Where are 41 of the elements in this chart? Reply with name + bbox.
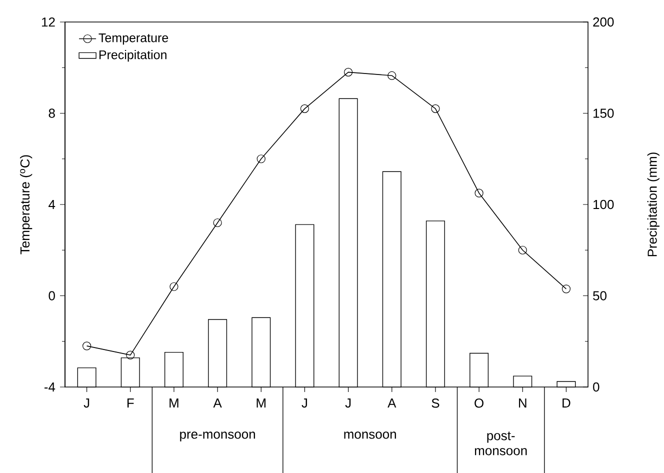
text: pre-monsoon [180, 432, 255, 442]
point [562, 284, 571, 294]
point [474, 188, 484, 198]
x-tick-label: J [345, 398, 351, 408]
x-tick-label: D [562, 398, 570, 408]
legend-label: Temperature [98, 33, 168, 45]
point [170, 282, 178, 291]
x-tick-label: A [213, 398, 222, 408]
x-tick-label: S [432, 398, 440, 408]
x-tick-label: M [256, 398, 266, 408]
y-tick-label: 0 [48, 291, 55, 300]
point [82, 342, 92, 350]
x-tick-label: J [302, 398, 307, 408]
y-tick-label: 4 [48, 200, 56, 209]
text: monsoon [344, 432, 396, 439]
y-tick-label: 12 [42, 17, 55, 27]
point [344, 68, 353, 76]
y2-tick-label: 0 [593, 382, 600, 392]
y2-tick-label: 150 [594, 108, 614, 118]
point [256, 154, 266, 164]
point [388, 71, 396, 80]
x-tick-label: M [170, 398, 178, 408]
x-tick-label: N [518, 398, 526, 408]
y2-tick-label: 200 [593, 17, 614, 27]
legend-label: Precipitation [99, 50, 166, 62]
point [518, 246, 527, 254]
y-tick-label: -4 [44, 382, 56, 392]
point [300, 104, 310, 113]
point [431, 104, 440, 113]
point [213, 218, 222, 228]
y2-axis-title: Precipitation (mm) [647, 152, 660, 256]
x-tick-label: A [388, 398, 396, 408]
y-axis-title: Temperature ($^{o}$C) [20, 155, 32, 254]
x-tick-label: O [474, 398, 484, 408]
x-tick-label: F [127, 398, 134, 408]
y2-tick-label: 50 [593, 291, 606, 300]
y-tick-label: 8 [48, 108, 55, 118]
point [126, 350, 135, 360]
text: post-monsoon [474, 432, 527, 456]
y2-tick-label: 100 [594, 200, 614, 210]
x-tick-label: J [84, 398, 90, 408]
